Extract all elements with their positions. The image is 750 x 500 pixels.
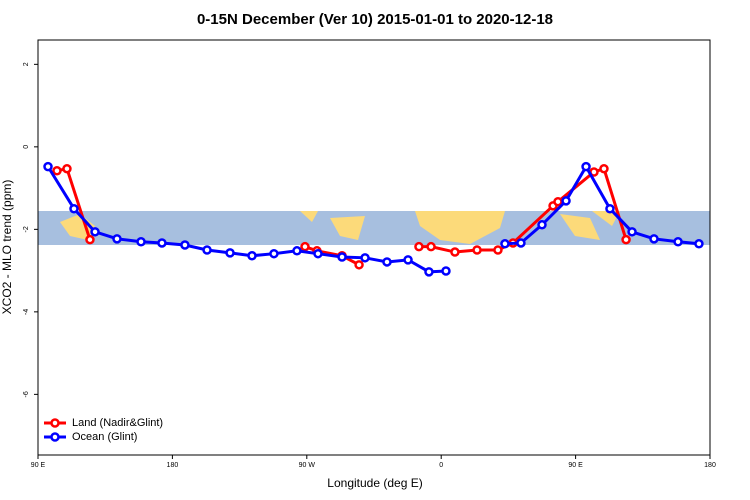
point — [337, 252, 347, 262]
point — [493, 245, 503, 255]
point — [90, 227, 100, 237]
point — [414, 241, 424, 252]
legend-marker — [50, 418, 60, 428]
point — [694, 239, 704, 249]
x-tick-label: 90 W — [299, 462, 316, 469]
point — [85, 234, 95, 245]
map-band — [38, 211, 710, 245]
point — [269, 248, 279, 259]
point — [673, 236, 683, 247]
point — [157, 238, 167, 248]
point — [516, 238, 526, 248]
point — [450, 247, 460, 257]
y-tick-label: 2 — [23, 62, 30, 66]
point — [537, 220, 547, 230]
point — [627, 227, 637, 237]
point — [424, 267, 434, 277]
point — [441, 266, 451, 276]
point — [561, 196, 571, 206]
point — [621, 234, 631, 245]
point — [136, 236, 146, 247]
point — [599, 163, 609, 174]
point — [403, 255, 413, 265]
point — [225, 248, 235, 258]
point — [180, 240, 190, 250]
y-tick-label: -2 — [23, 226, 30, 232]
x-tick-label: 0 — [439, 462, 443, 469]
point — [553, 196, 563, 207]
x-tick-label: 180 — [167, 462, 179, 469]
point — [500, 239, 510, 249]
point — [472, 245, 482, 255]
point — [300, 241, 310, 252]
point — [354, 260, 364, 270]
point — [292, 246, 302, 256]
y-tick-label: 0 — [23, 145, 30, 149]
legend-marker — [50, 432, 60, 442]
y-axis-label: XCO2 - MLO trend (ppm) — [0, 180, 14, 315]
point — [649, 234, 659, 244]
point — [69, 203, 79, 214]
point — [605, 203, 615, 214]
x-tick-label: 180 — [704, 462, 716, 469]
y-tick-label: -4 — [23, 309, 30, 315]
legend-label: Ocean (Glint) — [72, 431, 137, 443]
point — [112, 234, 122, 244]
x-tick-label: 90 E — [568, 462, 583, 469]
x-axis-label: Longitude (deg E) — [327, 476, 422, 490]
plot-frame — [37, 39, 711, 456]
legend-label: Land (Nadir&Glint) — [72, 417, 163, 429]
point — [426, 241, 436, 252]
chart-title: 0-15N December (Ver 10) 2015-01-01 to 20… — [197, 11, 553, 28]
point — [313, 248, 323, 259]
point — [382, 257, 392, 267]
point — [52, 166, 62, 176]
point — [360, 253, 370, 263]
point — [581, 161, 591, 172]
point — [62, 163, 72, 174]
point — [43, 161, 53, 172]
point — [202, 245, 212, 255]
x-tick-label: 90 E — [31, 462, 46, 469]
point — [247, 251, 257, 261]
y-tick-label: -6 — [23, 391, 30, 397]
